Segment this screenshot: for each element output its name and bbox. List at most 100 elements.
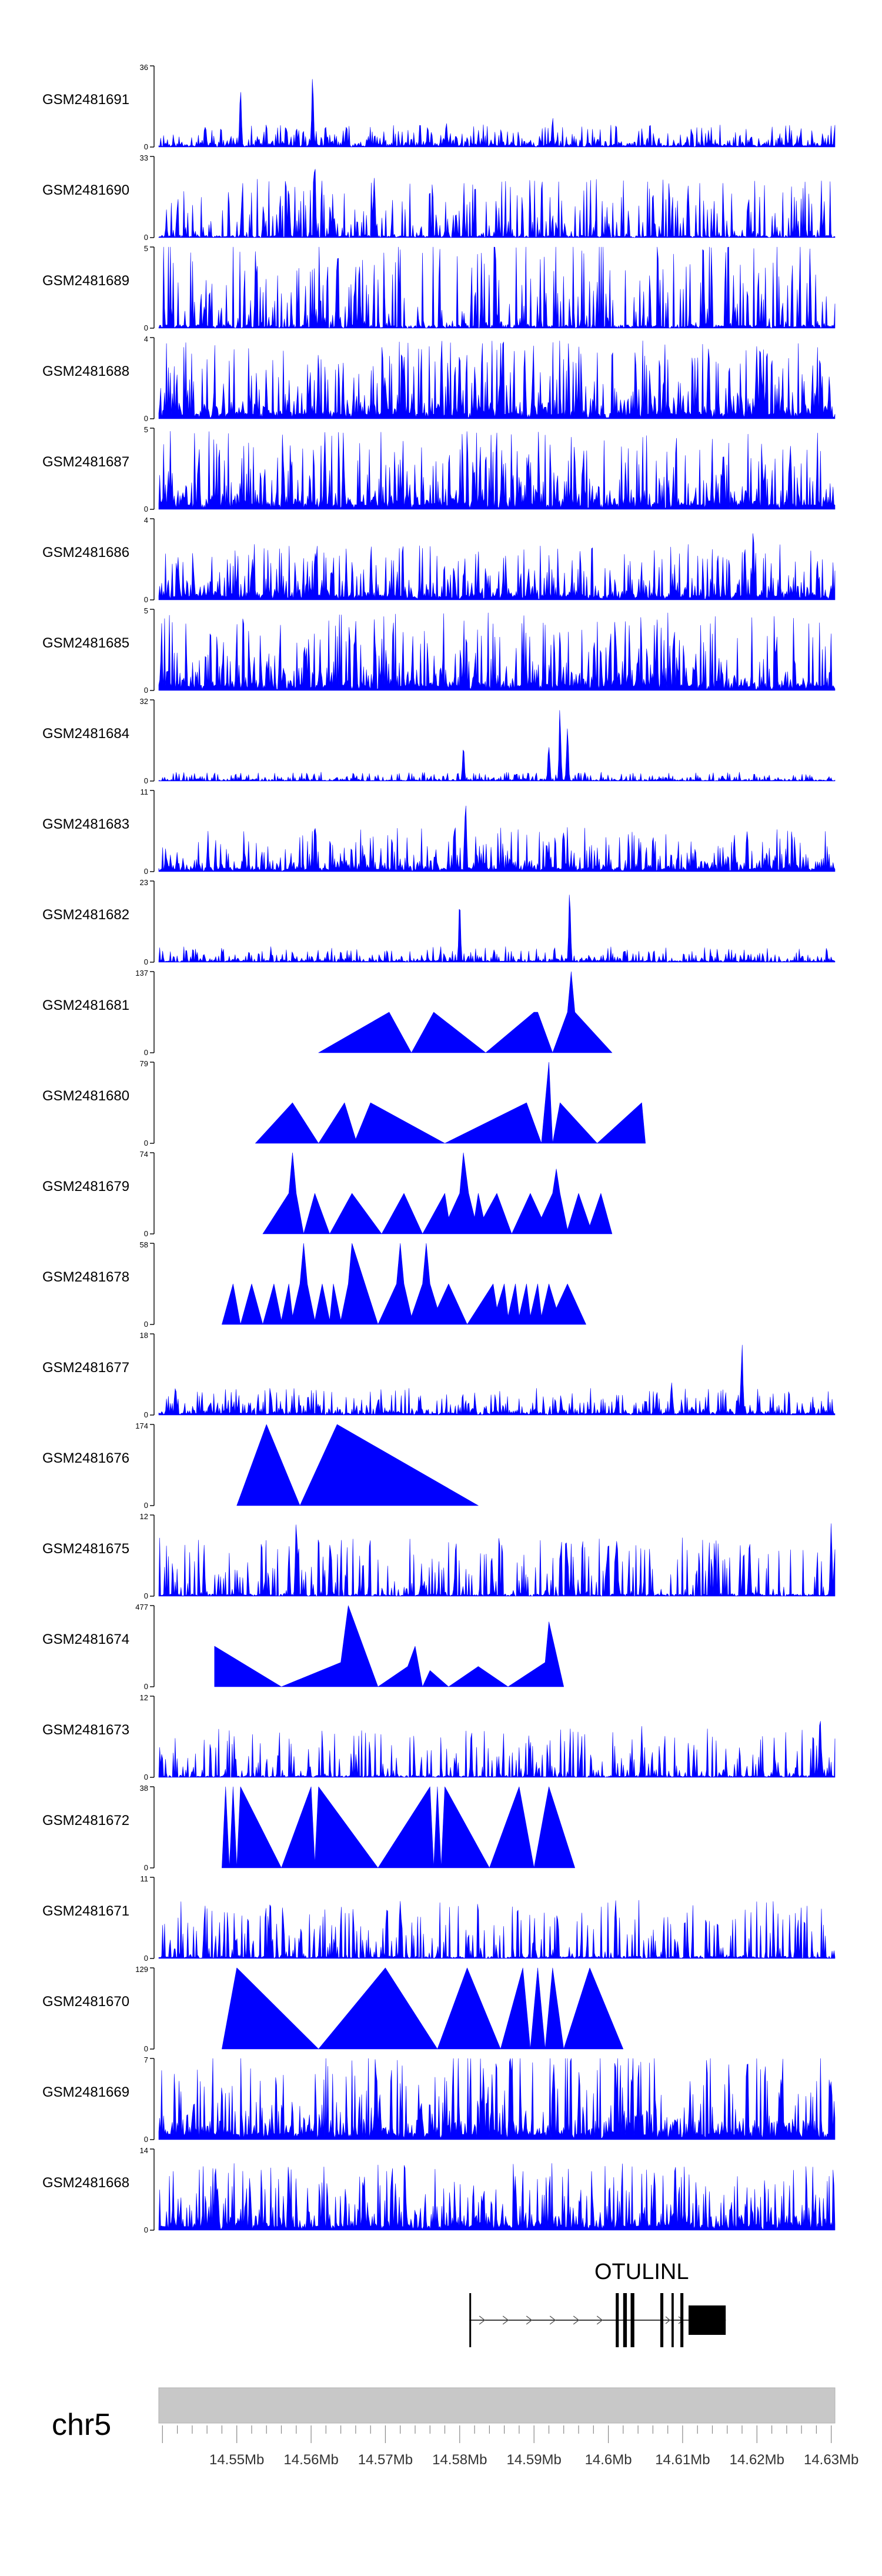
- track-y-max-label: 58: [140, 1240, 148, 1249]
- track-y-max-label: 36: [140, 63, 148, 72]
- gene-exon: [680, 2293, 684, 2347]
- track-name-label: GSM2481689: [42, 273, 129, 289]
- track-signal-area: [158, 169, 836, 238]
- track-GSM2481685: GSM2481685 5 0: [42, 606, 836, 695]
- track-y-min-label: 0: [144, 1048, 148, 1057]
- gene-exon: [630, 2293, 634, 2347]
- gene-exon: [689, 2305, 726, 2335]
- track-GSM2481682: GSM2481682 23 0: [42, 878, 836, 966]
- track-signal-area: [158, 246, 836, 329]
- track-signal-area: [222, 1243, 586, 1325]
- track-GSM2481691: GSM2481691 36 0: [42, 63, 836, 151]
- track-signal-area: [158, 1900, 836, 1959]
- track-y-max-label: 11: [141, 1874, 149, 1883]
- track-GSM2481690: GSM2481690 33 0: [42, 154, 836, 242]
- track-GSM2481684: GSM2481684 32 0: [42, 697, 836, 785]
- track-y-min-label: 0: [144, 1139, 148, 1147]
- axis-tick-label: 14.57Mb: [358, 2452, 413, 2468]
- track-y-min-label: 0: [144, 867, 148, 876]
- track-GSM2481687: GSM2481687 5 0: [42, 425, 836, 513]
- track-y-min-label: 0: [144, 2225, 148, 2234]
- track-signal-area: [222, 1967, 624, 2050]
- tracks-group: GSM2481691360GSM2481690330GSM248168950GS…: [42, 63, 836, 2234]
- track-GSM2481670: GSM2481670 129 0: [42, 1965, 624, 2053]
- track-GSM2481681: GSM2481681 137 0: [42, 969, 613, 1057]
- track-GSM2481689: GSM2481689 5 0: [42, 244, 836, 332]
- track-y-max-label: 32: [140, 697, 148, 706]
- track-name-label: GSM2481669: [42, 2084, 129, 2100]
- track-signal-area: [158, 1721, 836, 1778]
- gene-name-label: OTULINL: [594, 2260, 689, 2284]
- strand-arrow-icon: [549, 2315, 556, 2325]
- track-signal-area: [158, 79, 836, 148]
- track-name-label: GSM2481685: [42, 635, 129, 651]
- track-GSM2481675: GSM2481675 12 0: [42, 1512, 836, 1600]
- track-y-max-label: 129: [135, 1965, 148, 1974]
- track-y-max-label: 33: [140, 154, 148, 162]
- gene-exon: [469, 2293, 472, 2347]
- track-signal-area: [255, 1062, 646, 1144]
- track-signal-area: [158, 341, 836, 419]
- track-y-max-label: 11: [141, 788, 149, 796]
- track-y-max-label: 5: [144, 244, 148, 253]
- track-y-min-label: 0: [144, 1682, 148, 1691]
- track-GSM2481668: GSM2481668 14 0: [42, 2146, 836, 2234]
- track-GSM2481678: GSM2481678 58 0: [42, 1240, 586, 1329]
- track-signal-area: [214, 1605, 564, 1687]
- strand-arrow-icon: [502, 2315, 509, 2325]
- track-name-label: GSM2481677: [42, 1360, 129, 1376]
- axis-tick-label: 14.63Mb: [804, 2452, 858, 2468]
- gene-exon: [623, 2293, 627, 2347]
- track-name-label: GSM2481672: [42, 1813, 129, 1828]
- track-signal-area: [158, 533, 836, 600]
- track-y-min-label: 0: [144, 776, 148, 785]
- track-name-label: GSM2481684: [42, 726, 129, 742]
- track-name-label: GSM2481674: [42, 1631, 129, 1647]
- track-y-max-label: 7: [144, 2056, 148, 2064]
- track-signal-area: [158, 612, 836, 691]
- track-signal-area: [158, 1523, 836, 1597]
- track-GSM2481683: GSM2481683 11 0: [42, 788, 836, 876]
- axis-tick-label: 14.61Mb: [655, 2452, 710, 2468]
- track-signal-area: [262, 1152, 613, 1234]
- track-signal-area: [158, 710, 836, 782]
- chromosome-label: chr5: [52, 2408, 111, 2442]
- track-y-min-label: 0: [144, 323, 148, 332]
- axis-tick-label: 14.55Mb: [209, 2452, 264, 2468]
- track-y-min-label: 0: [144, 2135, 148, 2144]
- track-y-min-label: 0: [144, 595, 148, 604]
- strand-arrow-icon: [665, 2316, 671, 2324]
- track-y-min-label: 0: [144, 1410, 148, 1419]
- track-name-label: GSM2481671: [42, 1903, 129, 1919]
- track-y-max-label: 4: [144, 516, 148, 525]
- track-GSM2481671: GSM2481671 11 0: [42, 1874, 836, 1963]
- track-y-max-label: 477: [135, 1603, 148, 1611]
- track-y-max-label: 38: [140, 1784, 148, 1793]
- track-signal-area: [158, 431, 836, 510]
- gene-exon: [671, 2293, 674, 2347]
- track-signal-area: [158, 1344, 836, 1416]
- track-name-label: GSM2481687: [42, 454, 129, 470]
- track-GSM2481673: GSM2481673 12 0: [42, 1693, 836, 1781]
- strand-arrow-icon: [479, 2315, 486, 2325]
- track-GSM2481669: GSM2481669 7 0: [42, 2056, 836, 2144]
- track-name-label: GSM2481680: [42, 1088, 129, 1104]
- genome-axis: 14.55Mb 14.56Mb 14.57Mb 14.58Mb 14.59Mb 14.6M…: [162, 2425, 858, 2468]
- track-name-label: GSM2481673: [42, 1722, 129, 1738]
- track-y-min-label: 0: [144, 1320, 148, 1329]
- track-y-max-label: 137: [135, 969, 148, 977]
- track-y-min-label: 0: [144, 1954, 148, 1963]
- track-y-max-label: 79: [140, 1059, 148, 1068]
- track-signal-area: [158, 895, 836, 963]
- track-GSM2481688: GSM2481688 4 0: [42, 335, 836, 423]
- track-y-max-label: 4: [144, 335, 148, 343]
- chromosome-band: [158, 2387, 836, 2424]
- track-y-min-label: 0: [144, 1591, 148, 1600]
- chromosome-ideogram: chr5: [52, 2387, 836, 2442]
- track-signal-area: [222, 1786, 575, 1868]
- track-name-label: GSM2481679: [42, 1179, 129, 1194]
- track-name-label: GSM2481683: [42, 816, 129, 832]
- track-signal-area: [158, 805, 836, 872]
- strand-arrow-icon: [526, 2315, 533, 2325]
